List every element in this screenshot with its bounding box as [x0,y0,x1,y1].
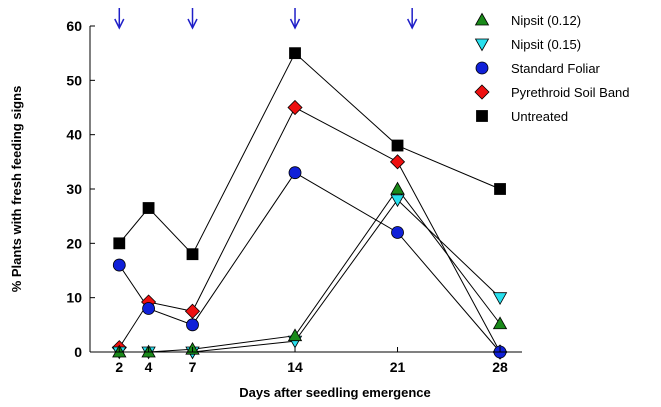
legend-item: Nipsit (0.12) [474,12,581,28]
x-tick-label: 4 [145,359,153,375]
x-axis-ticks: 2 4 7 14 21 28 [115,347,508,375]
y-tick-label: 40 [66,127,82,143]
x-tick-label: 28 [492,359,508,375]
arrow-down-icon [187,8,198,30]
y-tick-label: 10 [66,290,82,306]
data-point [492,316,508,330]
data-point [289,47,301,60]
legend-marker [476,110,488,122]
data-point [287,328,303,342]
data-point [186,248,199,261]
data-point [391,226,404,239]
arrow-down-icon [406,8,418,30]
legend-item: Standard Foliar [475,61,601,76]
data-point [390,194,405,208]
legend-marker [474,84,490,100]
data-point [186,318,199,332]
series-line [118,172,501,353]
legend-item: Pyrethroid Soil Band [474,84,630,100]
legend-label: Untreated [511,109,568,124]
legend-marker [474,12,490,26]
y-tick-label: 0 [74,344,82,360]
legend-label: Nipsit (0.15) [511,37,581,52]
data-point [112,258,126,272]
plot-area [111,47,508,360]
series-line [119,199,501,353]
legend-item: Nipsit (0.15) [474,37,581,52]
legend-item: Untreated [476,109,568,124]
data-point [288,166,302,180]
series-lines [118,52,501,353]
data-point [494,183,506,195]
y-tick-label: 50 [66,72,82,88]
data-point [142,302,155,315]
legend-marker [474,38,490,52]
legend-label: Nipsit (0.12) [511,13,581,28]
arrow-down-icon [114,8,125,30]
data-point [142,202,155,214]
x-tick-label: 2 [115,359,123,375]
application-arrows [114,8,418,30]
data-point [390,181,405,195]
legend: Nipsit (0.12) Nipsit (0.15) Standard Folia… [474,12,630,124]
data-point [113,237,126,250]
y-tick-label: 30 [66,181,82,197]
series-markers [111,47,508,360]
x-tick-label: 7 [189,359,197,375]
x-tick-label: 21 [390,359,406,375]
y-axis-title: % Plants with fresh feeding signs [9,86,24,293]
data-point [184,303,201,319]
data-point [389,154,406,170]
legend-label: Pyrethroid Soil Band [511,85,630,100]
arrow-down-icon [289,8,301,30]
y-tick-label: 60 [66,18,82,34]
legend-marker [475,61,489,75]
y-tick-label: 20 [66,235,82,251]
data-point [287,99,303,116]
legend-label: Standard Foliar [511,61,601,76]
x-axis-title: Days after seedling emergence [239,385,430,400]
x-tick-label: 14 [287,359,303,375]
series-line [118,52,501,256]
data-point [492,292,508,305]
y-axis-ticks: 0 10 20 30 40 50 60 [66,18,95,360]
series-line [119,188,501,353]
data-point [391,139,404,152]
